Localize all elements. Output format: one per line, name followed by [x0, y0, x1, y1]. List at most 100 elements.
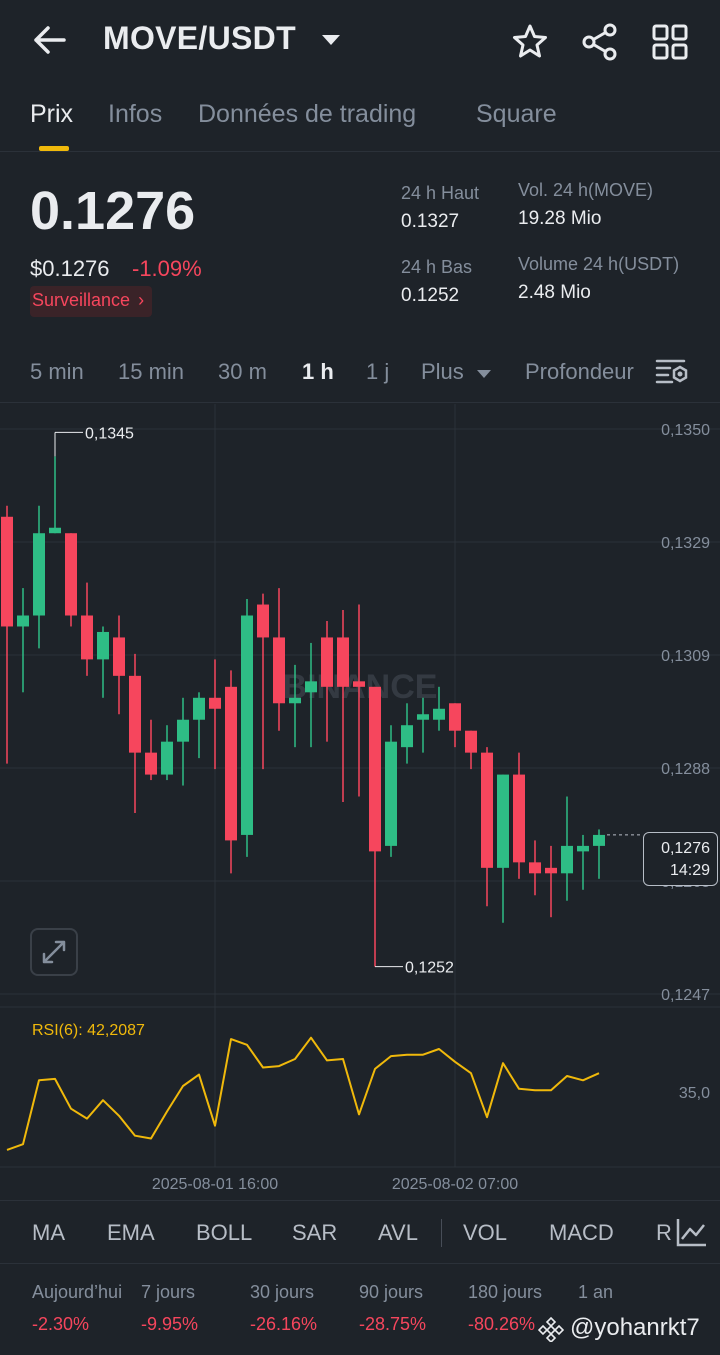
indicator-sar[interactable]: SAR	[292, 1220, 338, 1245]
candle-body	[209, 697, 221, 709]
x-axis-label: 2025-08-02 07:00	[392, 1176, 518, 1193]
indicator-macd[interactable]: MACD	[549, 1220, 614, 1245]
candle-body	[33, 533, 45, 616]
caret-down-icon[interactable]	[320, 33, 342, 47]
candle-body	[577, 845, 589, 852]
chart-settings-icon[interactable]	[654, 355, 690, 387]
candle-body	[177, 719, 189, 742]
back-arrow-icon[interactable]	[30, 22, 70, 58]
active-tab-indicator	[39, 146, 69, 151]
candle-body	[145, 752, 157, 775]
candle-body	[257, 604, 269, 638]
indicator-bar: MA EMA BOLL SAR AVL VOL MACD R	[0, 1200, 720, 1264]
perf-30d-label: 30 jours	[250, 1282, 315, 1302]
interval-1h[interactable]: 1 h	[302, 359, 334, 384]
candle-body	[161, 741, 173, 775]
surveillance-badge[interactable]: Surveillance ›	[30, 286, 153, 317]
candle-body	[97, 631, 109, 660]
candlestick-chart-svg[interactable]: BINANCE 0,13500,13290,13090,12880,12680,…	[0, 404, 720, 1199]
perf-180d-label: 180 jours	[468, 1282, 543, 1302]
candle-body	[49, 527, 61, 534]
interval-more[interactable]: Plus	[421, 359, 492, 385]
binance-logo-icon	[538, 1316, 564, 1342]
y-axis-tick: 0,1247	[661, 987, 710, 1004]
vol-base-label: Vol. 24 h(MOVE)	[518, 180, 654, 200]
price-change: -1.09%	[132, 256, 202, 281]
star-icon[interactable]	[510, 22, 550, 62]
chevron-right-icon: ›	[138, 290, 145, 310]
candle-body	[129, 675, 141, 753]
perf-today-label: Aujourd’hui	[32, 1282, 123, 1302]
indicator-boll[interactable]: BOLL	[196, 1220, 253, 1245]
interval-1j[interactable]: 1 j	[366, 359, 390, 384]
candle-body	[321, 637, 333, 687]
y-axis-tick: 0,1350	[661, 422, 710, 439]
indicator-avl[interactable]: AVL	[378, 1220, 418, 1245]
candle-body	[433, 708, 445, 720]
candle-body	[561, 845, 573, 874]
tab-infos[interactable]: Infos	[108, 100, 163, 128]
perf-90d-label: 90 jours	[359, 1282, 424, 1302]
candle-body	[113, 637, 125, 676]
tab-prix[interactable]: Prix	[30, 100, 74, 128]
indicator-settings-icon[interactable]	[672, 1215, 712, 1251]
price-usd: $0.1276	[30, 256, 110, 281]
last-price-tag: 0,1276 14:29	[643, 832, 718, 886]
caret-down-icon	[476, 370, 491, 378]
candle-body	[225, 686, 237, 841]
vol-quote-value: 2.48 Mio	[518, 282, 591, 303]
indicator-rsi[interactable]: R	[656, 1220, 672, 1245]
indicator-vol[interactable]: VOL	[463, 1220, 508, 1245]
candle-body	[529, 862, 541, 874]
candle-body	[1, 516, 13, 627]
price-chart[interactable]: BINANCE 0,13500,13290,13090,12880,12680,…	[0, 404, 720, 1199]
surveillance-label: Surveillance	[32, 290, 131, 310]
perf-7d-value: -9.95%	[141, 1314, 199, 1334]
user-watermark: @yohanrkt7	[570, 1314, 700, 1341]
candle-countdown: 14:29	[669, 862, 710, 879]
candle-body	[401, 725, 413, 748]
perf-180d-value: -80.26%	[468, 1314, 536, 1334]
pair-title[interactable]: MOVE/USDT	[103, 20, 296, 56]
tab-trading-data[interactable]: Données de trading	[198, 100, 417, 128]
candle-body	[81, 615, 93, 660]
divider	[441, 1219, 442, 1247]
perf-30d-value: -26.16%	[250, 1314, 318, 1334]
interval-more-label: Plus	[421, 359, 464, 384]
depth-tab[interactable]: Profondeur	[525, 359, 634, 384]
vol-quote-label: Volume 24 h(USDT)	[518, 254, 680, 274]
candle-body	[497, 774, 509, 868]
last-price-tag-value: 0,1276	[661, 840, 710, 857]
perf-1y-label: 1 an	[578, 1282, 614, 1302]
candle-body	[449, 703, 461, 731]
tab-square[interactable]: Square	[476, 100, 557, 128]
share-icon[interactable]	[580, 22, 620, 62]
perf-7d-label: 7 jours	[141, 1282, 196, 1302]
candle-body	[65, 533, 77, 616]
interval-5min[interactable]: 5 min	[30, 359, 84, 384]
top-bar: MOVE/USDT	[0, 0, 720, 82]
candle-body	[417, 714, 429, 720]
perf-today-value: -2.30%	[32, 1314, 90, 1334]
grid-menu-icon[interactable]	[650, 22, 690, 62]
fullscreen-icon[interactable]	[30, 928, 78, 976]
candle-body	[337, 637, 349, 687]
indicator-ma[interactable]: MA	[32, 1220, 65, 1245]
candle-body	[353, 681, 365, 687]
high-24h-label: 24 h Haut	[401, 183, 480, 203]
candle-body	[305, 681, 317, 693]
y-axis-tick: 0,1288	[661, 761, 710, 778]
low-24h-label: 24 h Bas	[401, 257, 473, 277]
candle-body	[273, 637, 285, 704]
interval-bar: 5 min 15 min 30 m 1 h 1 j Plus Profondeu…	[0, 345, 720, 403]
low-24h-value: 0.1252	[401, 285, 460, 306]
candle-body	[17, 615, 29, 627]
indicator-ema[interactable]: EMA	[107, 1220, 155, 1245]
candle-body	[241, 615, 253, 835]
interval-30m[interactable]: 30 m	[218, 359, 267, 384]
perf-90d-value: -28.75%	[359, 1314, 427, 1334]
high-24h-value: 0.1327	[401, 211, 460, 232]
interval-15min[interactable]: 15 min	[118, 359, 185, 384]
candle-body	[513, 774, 525, 863]
candle-body	[593, 834, 605, 846]
